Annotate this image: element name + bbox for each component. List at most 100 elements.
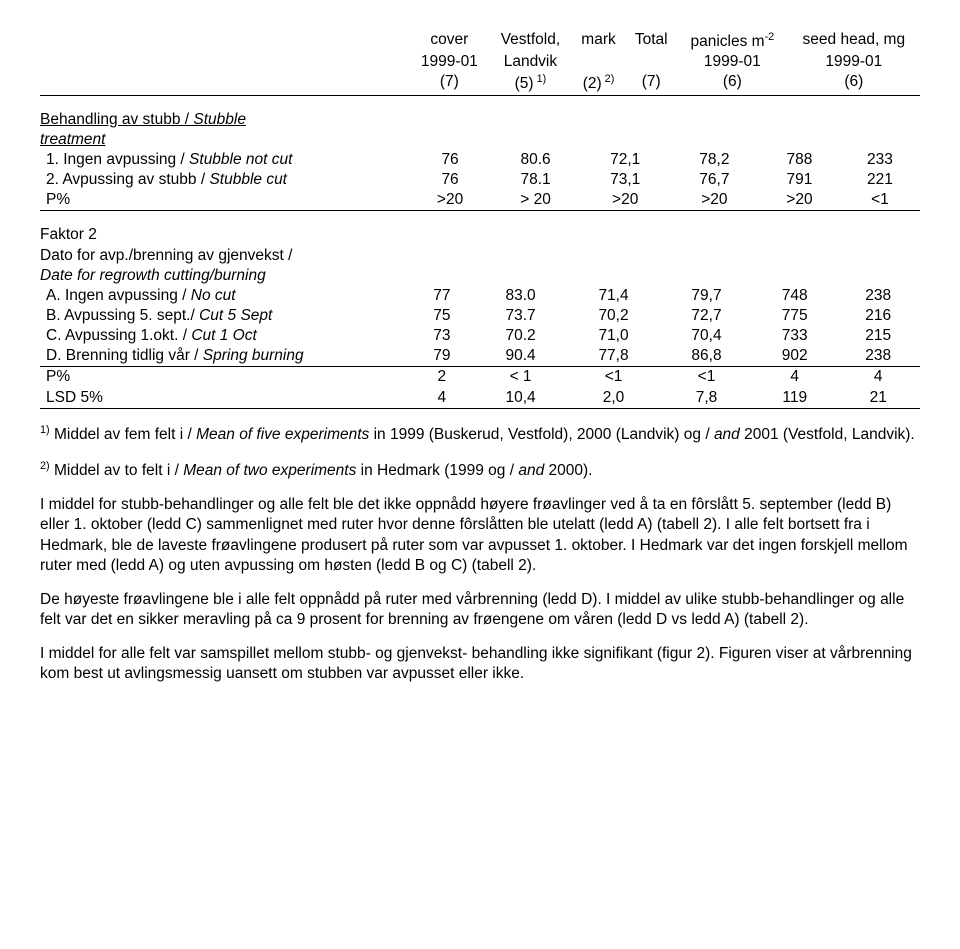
hdr-panicles-sup: -2: [765, 31, 775, 43]
table-row-p: P% 2 < 1 <1 <1 4 4: [40, 367, 920, 388]
table-row-lsd: LSD 5% 4 10,4 2,0 7,8 119 21: [40, 388, 920, 409]
footnote1-sup: 1): [40, 424, 50, 436]
cell: 233: [840, 150, 920, 170]
cell: 77,8: [567, 346, 660, 367]
footnote1-b: in 1999 (Buskerud, Vestfold), 2000 (Land…: [369, 426, 714, 443]
p-label: P%: [40, 367, 410, 388]
cell: <1: [567, 367, 660, 388]
cell: 70,4: [660, 326, 753, 346]
rowB-label: B. Avpussing 5. sept./ Cut 5 Sept: [40, 306, 410, 326]
cell: 73: [410, 326, 474, 346]
hdr-panicles: panicles m-2: [677, 30, 788, 52]
cell: 90.4: [474, 346, 567, 367]
table-row: D. Brenning tidlig vår / Spring burning …: [40, 346, 920, 367]
paragraph-3: I middel for alle felt var samspillet me…: [40, 644, 920, 684]
cell: 902: [753, 346, 837, 367]
cell: >20: [410, 190, 491, 211]
cell: > 20: [491, 190, 581, 211]
row2-label-text: 2. Avpussing av stubb /: [46, 171, 209, 188]
rowC-label-italic: Cut 1 Oct: [191, 327, 256, 344]
paragraph-1: I middel for stubb-behandlinger og alle …: [40, 495, 920, 576]
cell: 71,4: [567, 286, 660, 306]
hdr-panicles-text: panicles m: [690, 33, 764, 50]
footnote2-b: in Hedmark (1999 og /: [356, 462, 518, 479]
cell: 79: [410, 346, 474, 367]
cell: 775: [753, 306, 837, 326]
cell: 76: [410, 170, 491, 190]
table-row-p: P% >20 > 20 >20 >20 >20 <1: [40, 190, 920, 211]
cell: 748: [753, 286, 837, 306]
section1-title-line2: treatment: [40, 131, 105, 148]
rowA-label-italic: No cut: [191, 287, 236, 304]
footnote2-i2: and: [518, 462, 544, 479]
rowA-label-text: A. Ingen avpussing /: [46, 287, 191, 304]
hdr-total: Total: [625, 30, 677, 52]
footnote1-c: 2001 (Vestfold, Landvik).: [740, 426, 915, 443]
rowD-label: D. Brenning tidlig vår / Spring burning: [40, 346, 410, 367]
footnote2-sup: 2): [40, 460, 50, 472]
cell: >20: [581, 190, 670, 211]
hdr-seedhead: seed head, mg: [788, 30, 920, 52]
hdr-n7a: (7): [410, 72, 490, 95]
row2-label: 2. Avpussing av stubb / Stubble cut: [40, 170, 410, 190]
hdr-1999c: 1999-01: [788, 52, 920, 72]
cell: < 1: [474, 367, 567, 388]
cell: 70,2: [567, 306, 660, 326]
row1-label-text: 1. Ingen avpussing /: [46, 151, 189, 168]
cell: 86,8: [660, 346, 753, 367]
lsd-label: LSD 5%: [40, 388, 410, 409]
cell: 75: [410, 306, 474, 326]
hdr-n5-text: (5): [515, 76, 534, 93]
cell: 73.7: [474, 306, 567, 326]
section1-heading: Behandling av stubb / Stubble treatment: [40, 110, 920, 150]
section1-title-text: Behandling av stubb /: [40, 111, 193, 128]
cell: 4: [753, 367, 837, 388]
cell: >20: [759, 190, 840, 211]
cell: 79,7: [660, 286, 753, 306]
hdr-mark: mark: [572, 30, 626, 52]
cell: 238: [836, 286, 920, 306]
table-row: B. Avpussing 5. sept./ Cut 5 Sept 75 73.…: [40, 306, 920, 326]
cell: 788: [759, 150, 840, 170]
rowD-label-italic: Spring burning: [203, 347, 304, 364]
cell: 216: [836, 306, 920, 326]
cell: 238: [836, 346, 920, 367]
table-header: cover Vestfold, mark Total panicles m-2 …: [40, 30, 920, 96]
hdr-1999a: 1999-01: [410, 52, 490, 72]
hdr-n2-text: (2): [583, 76, 602, 93]
cell: 21: [836, 388, 920, 409]
footnote1-a: Middel av fem felt i /: [50, 426, 196, 443]
cell: 2: [410, 367, 474, 388]
footnote2-i: Mean of two experiments: [183, 462, 356, 479]
cell: 221: [840, 170, 920, 190]
cell: 80.6: [491, 150, 581, 170]
footnote-1: 1) Middel av fem felt i / Mean of five e…: [40, 423, 920, 445]
hdr-vestfold: Vestfold,: [489, 30, 572, 52]
hdr-n6a: (6): [677, 72, 788, 95]
section2-table: A. Ingen avpussing / No cut 77 83.0 71,4…: [40, 286, 920, 409]
hdr-n6b: (6): [788, 72, 920, 95]
paragraph-2: De høyeste frøavlingene ble i alle felt …: [40, 590, 920, 630]
section2-heading: Faktor 2 Dato for avp./brenning av gjenv…: [40, 225, 920, 285]
hdr-n5: (5) 1): [489, 72, 572, 95]
cell: 77: [410, 286, 474, 306]
cell: 4: [410, 388, 474, 409]
section1-title-italic: Stubble: [193, 111, 246, 128]
footnote1-i: Mean of five experiments: [196, 426, 369, 443]
cell: 73,1: [581, 170, 670, 190]
cell: 78.1: [491, 170, 581, 190]
rowC-label-text: C. Avpussing 1.okt. /: [46, 327, 191, 344]
cell: 72,1: [581, 150, 670, 170]
cell: 4: [836, 367, 920, 388]
rowA-label: A. Ingen avpussing / No cut: [40, 286, 410, 306]
cell: 76,7: [670, 170, 759, 190]
hdr-landvik: Landvik: [489, 52, 572, 72]
rowB-label-text: B. Avpussing 5. sept./: [46, 307, 199, 324]
rowC-label: C. Avpussing 1.okt. / Cut 1 Oct: [40, 326, 410, 346]
cell: 119: [753, 388, 837, 409]
table-row: C. Avpussing 1.okt. / Cut 1 Oct 73 70.2 …: [40, 326, 920, 346]
section1-table: 1. Ingen avpussing / Stubble not cut 76 …: [40, 150, 920, 211]
hdr-cover: cover: [410, 30, 490, 52]
p-label: P%: [40, 190, 410, 211]
cell: >20: [670, 190, 759, 211]
